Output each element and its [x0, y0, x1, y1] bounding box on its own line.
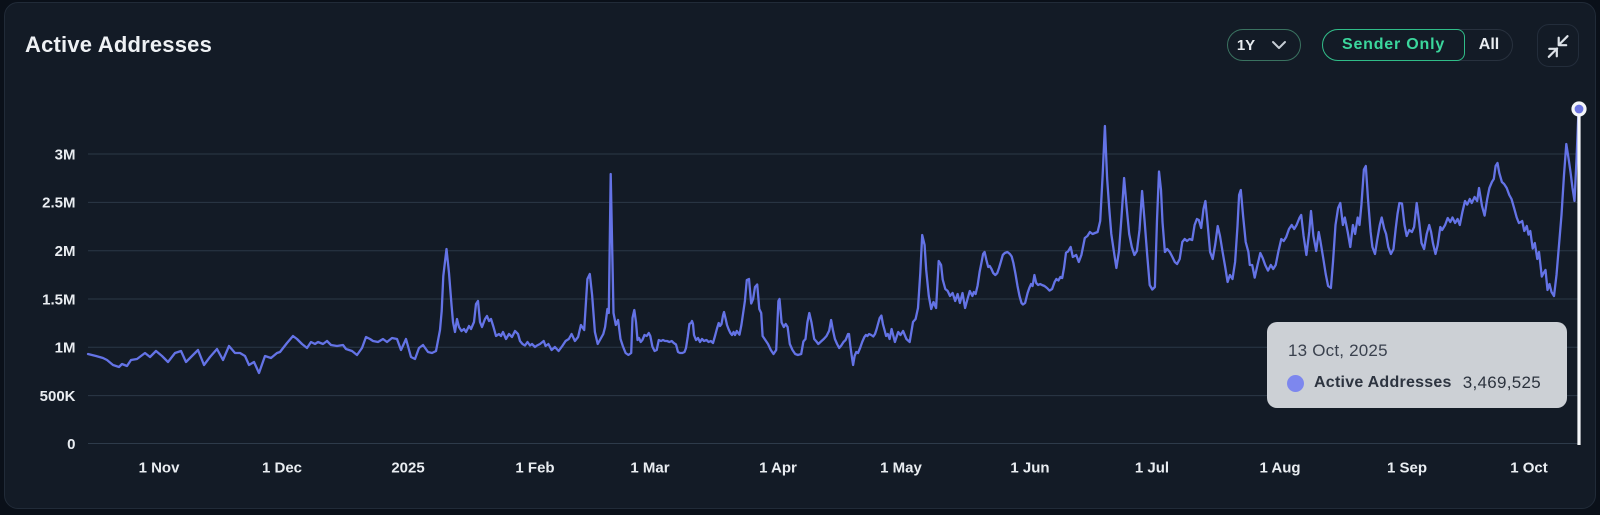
svg-text:1 Nov: 1 Nov	[139, 459, 181, 476]
svg-text:1 Feb: 1 Feb	[515, 459, 554, 476]
svg-text:3M: 3M	[55, 146, 76, 163]
svg-text:2.5M: 2.5M	[42, 195, 75, 212]
svg-text:1M: 1M	[55, 340, 76, 357]
svg-text:1 Jul: 1 Jul	[1135, 459, 1169, 476]
svg-text:1 Sep: 1 Sep	[1387, 459, 1427, 476]
svg-text:2M: 2M	[55, 243, 76, 260]
svg-text:1 Oct: 1 Oct	[1510, 459, 1548, 476]
svg-text:1 Jun: 1 Jun	[1010, 459, 1049, 476]
svg-text:1 Dec: 1 Dec	[262, 459, 302, 476]
svg-text:0: 0	[67, 436, 75, 453]
svg-text:1 Aug: 1 Aug	[1259, 459, 1300, 476]
svg-text:1 Apr: 1 Apr	[759, 459, 797, 476]
svg-text:500K: 500K	[40, 388, 76, 405]
svg-text:1 Mar: 1 Mar	[630, 459, 669, 476]
svg-text:1 May: 1 May	[880, 459, 922, 476]
svg-text:2025: 2025	[391, 459, 424, 476]
svg-text:1.5M: 1.5M	[42, 291, 75, 308]
